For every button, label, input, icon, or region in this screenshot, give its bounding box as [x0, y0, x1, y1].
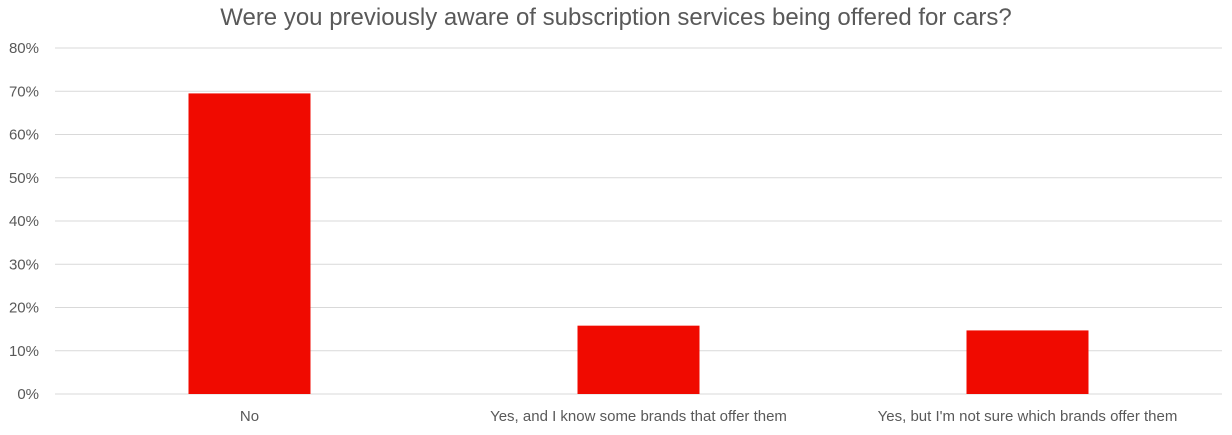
chart-title: Were you previously aware of subscriptio… — [220, 4, 1012, 31]
x-category-label: Yes, and I know some brands that offer t… — [490, 408, 787, 425]
y-tick-label: 30% — [9, 256, 39, 273]
x-category-label: No — [240, 408, 259, 425]
y-axis-ticks: 0% 10% 20% 30% 40% 50% 60% 70% 80% — [9, 40, 39, 403]
bars — [188, 93, 1089, 394]
x-category-label: Yes, but I'm not sure which brands offer… — [878, 408, 1178, 425]
y-tick-label: 80% — [9, 40, 39, 57]
y-tick-label: 60% — [9, 127, 39, 144]
bar — [188, 93, 311, 394]
bar — [577, 325, 700, 394]
bar — [966, 330, 1089, 394]
y-tick-label: 20% — [9, 300, 39, 317]
y-tick-label: 70% — [9, 83, 39, 100]
y-tick-label: 50% — [9, 170, 39, 187]
y-tick-label: 0% — [17, 386, 39, 403]
y-tick-label: 40% — [9, 213, 39, 230]
y-tick-label: 10% — [9, 343, 39, 360]
x-axis-categories: No Yes, and I know some brands that offer… — [240, 408, 1177, 425]
